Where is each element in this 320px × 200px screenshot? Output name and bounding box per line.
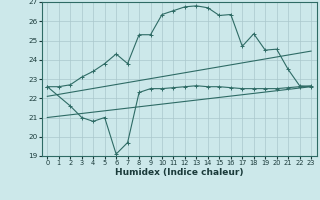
X-axis label: Humidex (Indice chaleur): Humidex (Indice chaleur): [115, 168, 244, 177]
